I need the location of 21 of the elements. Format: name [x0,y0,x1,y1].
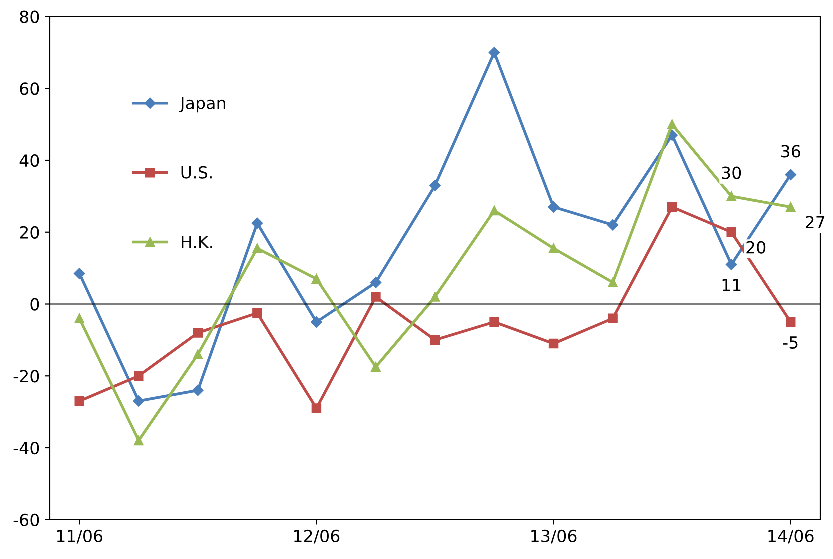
x-tick-label: 11/06 [57,530,103,544]
y-tick-label: -60 [14,514,40,526]
data-label: 30 [722,166,742,180]
x-tick-label: 13/06 [532,530,577,544]
legend-label: H.K. [182,236,212,248]
data-label: 36 [782,145,800,158]
y-tick-label: 60 [20,82,40,96]
y-tick-label: 0 [30,298,40,311]
legend-label: U.S. [182,166,212,179]
legend-label: Japan [180,97,226,113]
y-tick-label: 20 [20,226,40,239]
x-tick-label: 12/06 [294,530,340,544]
y-tick-label: -40 [14,442,40,455]
x-tick-label: 14/06 [768,530,814,544]
y-tick-label: 80 [20,10,40,24]
y-tick-label: -20 [14,370,40,383]
data-label: 11 [722,279,741,292]
y-tick-label: 40 [20,154,40,168]
data-label: -5 [783,336,798,350]
data-label: 27 [806,216,825,228]
data-label: 20 [746,241,766,254]
